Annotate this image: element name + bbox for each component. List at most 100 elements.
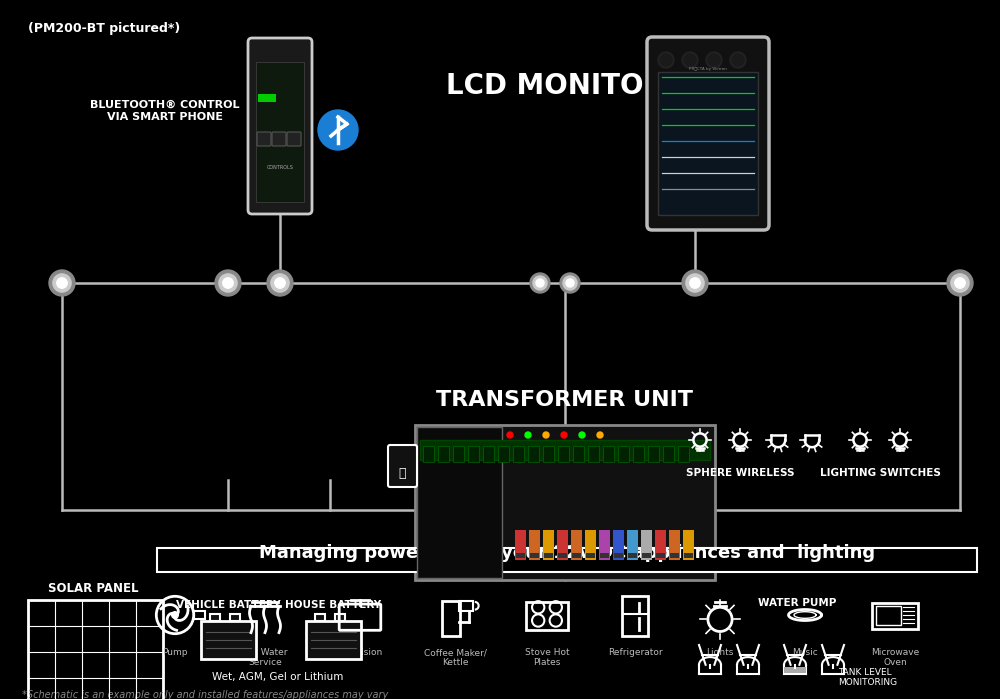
FancyBboxPatch shape — [683, 530, 694, 560]
FancyBboxPatch shape — [530, 553, 539, 558]
Text: Coffee Maker/
Kettle: Coffee Maker/ Kettle — [424, 648, 486, 668]
FancyBboxPatch shape — [600, 553, 609, 558]
FancyBboxPatch shape — [655, 530, 666, 560]
FancyBboxPatch shape — [647, 37, 769, 230]
Circle shape — [686, 274, 704, 292]
Text: Hot Water
Service: Hot Water Service — [242, 648, 288, 668]
FancyBboxPatch shape — [544, 553, 553, 558]
Text: HOUSE BATTERY: HOUSE BATTERY — [285, 600, 381, 610]
Circle shape — [597, 432, 603, 438]
Circle shape — [955, 278, 965, 288]
Circle shape — [690, 278, 700, 288]
Circle shape — [536, 279, 544, 287]
FancyBboxPatch shape — [528, 446, 539, 462]
FancyBboxPatch shape — [516, 553, 525, 558]
FancyBboxPatch shape — [200, 621, 256, 659]
Text: LIGHTING SWITCHES: LIGHTING SWITCHES — [820, 468, 940, 478]
Circle shape — [947, 270, 973, 296]
Circle shape — [563, 276, 577, 290]
FancyBboxPatch shape — [663, 446, 674, 462]
FancyBboxPatch shape — [669, 530, 680, 560]
Circle shape — [267, 270, 293, 296]
Text: BLUETOOTH® CONTROL
VIA SMART PHONE: BLUETOOTH® CONTROL VIA SMART PHONE — [90, 100, 240, 122]
FancyBboxPatch shape — [784, 668, 806, 672]
Circle shape — [219, 274, 237, 292]
Circle shape — [172, 612, 178, 619]
FancyBboxPatch shape — [513, 446, 524, 462]
FancyBboxPatch shape — [603, 446, 614, 462]
Text: Refrigerator: Refrigerator — [608, 648, 662, 657]
FancyBboxPatch shape — [599, 530, 610, 560]
Text: Lights: Lights — [706, 648, 734, 657]
FancyBboxPatch shape — [572, 553, 581, 558]
FancyBboxPatch shape — [614, 553, 623, 558]
Text: (PM200-BT pictured*): (PM200-BT pictured*) — [28, 22, 180, 35]
FancyBboxPatch shape — [257, 132, 271, 146]
FancyBboxPatch shape — [588, 446, 599, 462]
Circle shape — [57, 278, 67, 288]
FancyBboxPatch shape — [529, 530, 540, 560]
Circle shape — [682, 52, 698, 68]
Circle shape — [271, 274, 289, 292]
Circle shape — [49, 270, 75, 296]
Circle shape — [223, 278, 233, 288]
Circle shape — [566, 279, 574, 287]
FancyBboxPatch shape — [627, 530, 638, 560]
Circle shape — [684, 54, 696, 66]
FancyBboxPatch shape — [648, 446, 659, 462]
Text: LCD MONITOR: LCD MONITOR — [446, 72, 664, 100]
FancyBboxPatch shape — [498, 446, 509, 462]
FancyBboxPatch shape — [230, 614, 240, 621]
FancyBboxPatch shape — [633, 446, 644, 462]
Text: Pump: Pump — [162, 648, 188, 657]
FancyBboxPatch shape — [415, 425, 715, 580]
Text: WATER PUMP: WATER PUMP — [758, 598, 836, 608]
Text: TRANSFORMER UNIT: TRANSFORMER UNIT — [436, 390, 694, 410]
Circle shape — [561, 432, 567, 438]
FancyBboxPatch shape — [210, 614, 220, 621]
FancyBboxPatch shape — [543, 530, 554, 560]
Circle shape — [708, 54, 720, 66]
FancyBboxPatch shape — [684, 553, 693, 558]
FancyBboxPatch shape — [573, 446, 584, 462]
FancyBboxPatch shape — [287, 132, 301, 146]
Text: *Schematic is an example only and installed features/appliances may vary: *Schematic is an example only and instal… — [22, 690, 388, 699]
FancyBboxPatch shape — [557, 530, 568, 560]
Circle shape — [579, 432, 585, 438]
FancyBboxPatch shape — [585, 530, 596, 560]
FancyBboxPatch shape — [571, 530, 582, 560]
FancyBboxPatch shape — [28, 600, 163, 699]
Circle shape — [730, 52, 746, 68]
Text: SOLAR PANEL: SOLAR PANEL — [48, 582, 138, 595]
FancyBboxPatch shape — [248, 38, 312, 214]
Text: ⌹: ⌹ — [398, 467, 406, 480]
FancyBboxPatch shape — [315, 614, 325, 621]
Circle shape — [951, 274, 969, 292]
FancyBboxPatch shape — [483, 446, 494, 462]
FancyBboxPatch shape — [641, 530, 652, 560]
Circle shape — [706, 52, 722, 68]
Text: Wet, AGM, Gel or Lithium: Wet, AGM, Gel or Lithium — [212, 672, 344, 682]
FancyBboxPatch shape — [438, 446, 449, 462]
Text: PRⓎCTA by Victron: PRⓎCTA by Victron — [689, 67, 727, 71]
Circle shape — [275, 278, 285, 288]
Circle shape — [215, 270, 241, 296]
FancyBboxPatch shape — [658, 72, 758, 215]
FancyBboxPatch shape — [628, 553, 637, 558]
FancyBboxPatch shape — [586, 553, 595, 558]
FancyBboxPatch shape — [157, 548, 977, 572]
Circle shape — [318, 110, 358, 150]
Circle shape — [560, 273, 580, 293]
FancyBboxPatch shape — [417, 427, 502, 578]
Text: Stove Hot
Plates: Stove Hot Plates — [525, 648, 569, 668]
FancyBboxPatch shape — [388, 445, 417, 487]
FancyBboxPatch shape — [453, 446, 464, 462]
Text: Managing power to run your 12V DC appliances and  lighting: Managing power to run your 12V DC applia… — [259, 544, 875, 562]
FancyBboxPatch shape — [558, 446, 569, 462]
Text: SPHERE WIRELESS: SPHERE WIRELESS — [686, 468, 794, 478]
Circle shape — [53, 274, 71, 292]
FancyBboxPatch shape — [515, 530, 526, 560]
Circle shape — [530, 273, 550, 293]
FancyBboxPatch shape — [423, 446, 434, 462]
FancyBboxPatch shape — [656, 553, 665, 558]
